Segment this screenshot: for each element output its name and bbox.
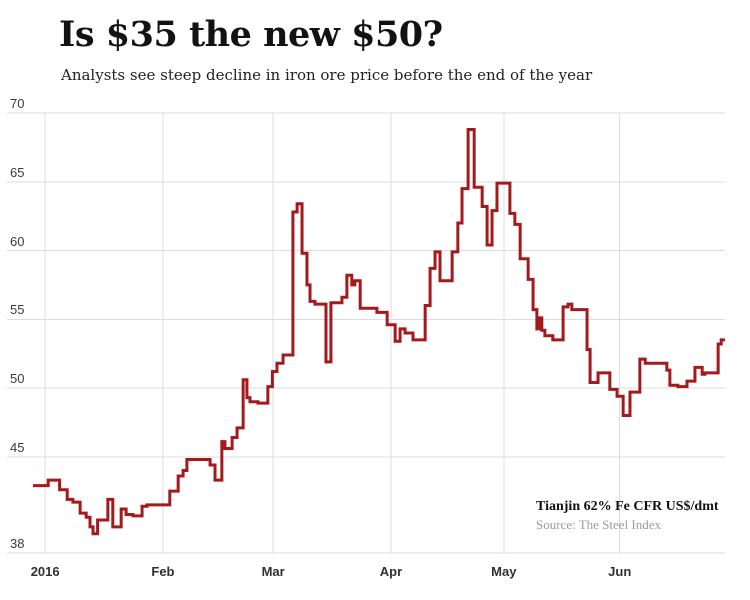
chart-annotation: Tianjin 62% Fe CFR US$/dmt Source: The S… (536, 498, 719, 534)
chart-title: Is $35 the new $50? (59, 14, 443, 55)
series-label: Tianjin 62% Fe CFR US$/dmt (536, 499, 719, 514)
source-label: Source: The Steel Index (536, 517, 662, 532)
price-series-line (33, 128, 725, 536)
chart-subtitle: Analysts see steep decline in iron ore p… (61, 66, 593, 84)
